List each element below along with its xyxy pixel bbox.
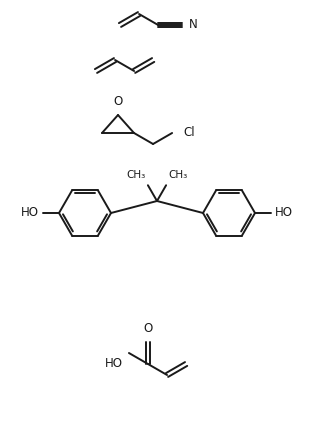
Text: HO: HO — [275, 206, 293, 220]
Text: O: O — [143, 322, 153, 335]
Text: HO: HO — [105, 357, 123, 370]
Text: HO: HO — [21, 206, 39, 220]
Text: N: N — [189, 18, 198, 31]
Text: Cl: Cl — [183, 127, 195, 139]
Text: CH₃: CH₃ — [127, 170, 146, 180]
Text: CH₃: CH₃ — [168, 170, 187, 180]
Text: O: O — [113, 95, 123, 108]
